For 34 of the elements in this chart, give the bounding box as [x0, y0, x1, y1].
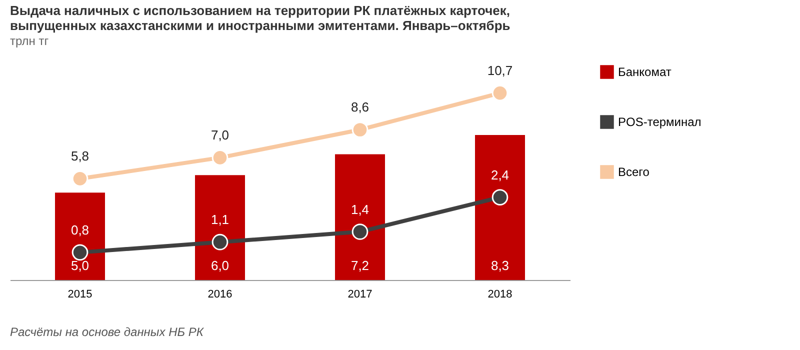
point [212, 234, 228, 250]
data-label: 5,0 [70, 258, 90, 273]
x-tick-label: 2017 [348, 288, 372, 300]
point [72, 170, 88, 187]
legend-label: Всего [618, 165, 650, 179]
chart-subtitle: трлн тг [10, 34, 50, 48]
data-label: 6,0 [210, 258, 230, 273]
bar [55, 192, 105, 280]
point [492, 84, 508, 102]
data-label: 1,1 [210, 212, 230, 228]
data-label: 8,6 [350, 100, 370, 115]
bar [195, 175, 245, 280]
x-tick-label: 2015 [68, 288, 92, 300]
bar [335, 154, 385, 280]
data-label: 1,4 [350, 202, 370, 217]
x-tick-label: 2018 [488, 288, 512, 300]
data-label: 8,3 [490, 258, 510, 273]
legend-label: POS-терминал [618, 115, 702, 129]
data-label: 5,8 [70, 148, 90, 164]
point [352, 224, 368, 240]
x-tick-label: 2016 [208, 288, 232, 300]
data-label: 0,8 [70, 222, 90, 238]
text: Расчёты на основе данных НБ РК [10, 325, 204, 339]
chart-title: Выдача наличных с использованием на территории РК платёжных карточек, выпущенных казахстанскими и иностранными эмитентами. Январь–октябрь [10, 3, 510, 33]
legend-label: Банкомат [618, 65, 672, 79]
bar [475, 134, 525, 280]
point [72, 244, 88, 261]
data-label: 7,0 [210, 128, 230, 143]
data-label: 7,2 [350, 258, 370, 273]
point [212, 150, 228, 166]
data-label: 10,7 [487, 63, 513, 78]
data-label: 2,4 [490, 167, 510, 182]
point [492, 189, 508, 206]
point [352, 122, 368, 138]
